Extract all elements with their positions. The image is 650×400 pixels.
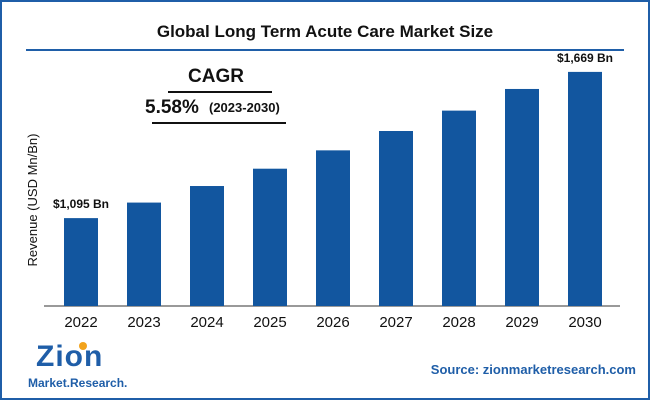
bar-2022	[64, 218, 98, 306]
data-labels: $1,095 Bn $1,669 Bn	[53, 51, 613, 211]
bar-2024	[190, 186, 224, 306]
cagr-period: (2023-2030)	[209, 100, 280, 115]
bar-2026	[316, 150, 350, 306]
y-axis-label: Revenue (USD Mn/Bn)	[25, 134, 40, 267]
bar-2029	[505, 88, 539, 307]
x-tick-label-2022: 2022	[64, 314, 97, 331]
logo-dot-icon	[79, 342, 87, 350]
bars-group	[64, 71, 602, 307]
logo-wordmark: Zion	[36, 340, 104, 373]
cagr-label: CAGR	[188, 66, 244, 87]
logo-subtitle: Market.Research.	[28, 376, 128, 390]
bar-2027	[379, 130, 413, 306]
data-label-2022: $1,095 Bn	[53, 197, 109, 211]
x-tick-label-2025: 2025	[253, 314, 286, 331]
cagr-divider-bottom	[152, 122, 286, 124]
x-tick-label-2029: 2029	[505, 314, 538, 331]
x-tick-label-2027: 2027	[379, 314, 412, 331]
bar-2025	[253, 168, 287, 306]
x-tick-label-2024: 2024	[190, 314, 223, 331]
x-tick-label-2028: 2028	[442, 314, 475, 331]
data-label-2030: $1,669 Bn	[557, 51, 613, 65]
cagr-divider-top	[168, 91, 272, 93]
bar-2028	[442, 110, 476, 306]
title-underline	[26, 49, 624, 51]
bar-2030	[568, 71, 602, 306]
chart-title: Global Long Term Acute Care Market Size	[156, 22, 494, 41]
zion-logo: Zion Market.Research.	[28, 340, 138, 396]
x-tick-label-2030: 2030	[568, 314, 601, 331]
x-tick-label-2026: 2026	[316, 314, 349, 331]
source-note: Source: zionmarketresearch.com	[430, 362, 636, 377]
x-tick-label-2023: 2023	[127, 314, 160, 331]
cagr-value: 5.58%	[145, 97, 199, 118]
bar-2023	[127, 202, 161, 306]
x-tick-labels: 2022 2023 2024 2025 2026 2027 2028 2029 2030	[64, 314, 601, 331]
